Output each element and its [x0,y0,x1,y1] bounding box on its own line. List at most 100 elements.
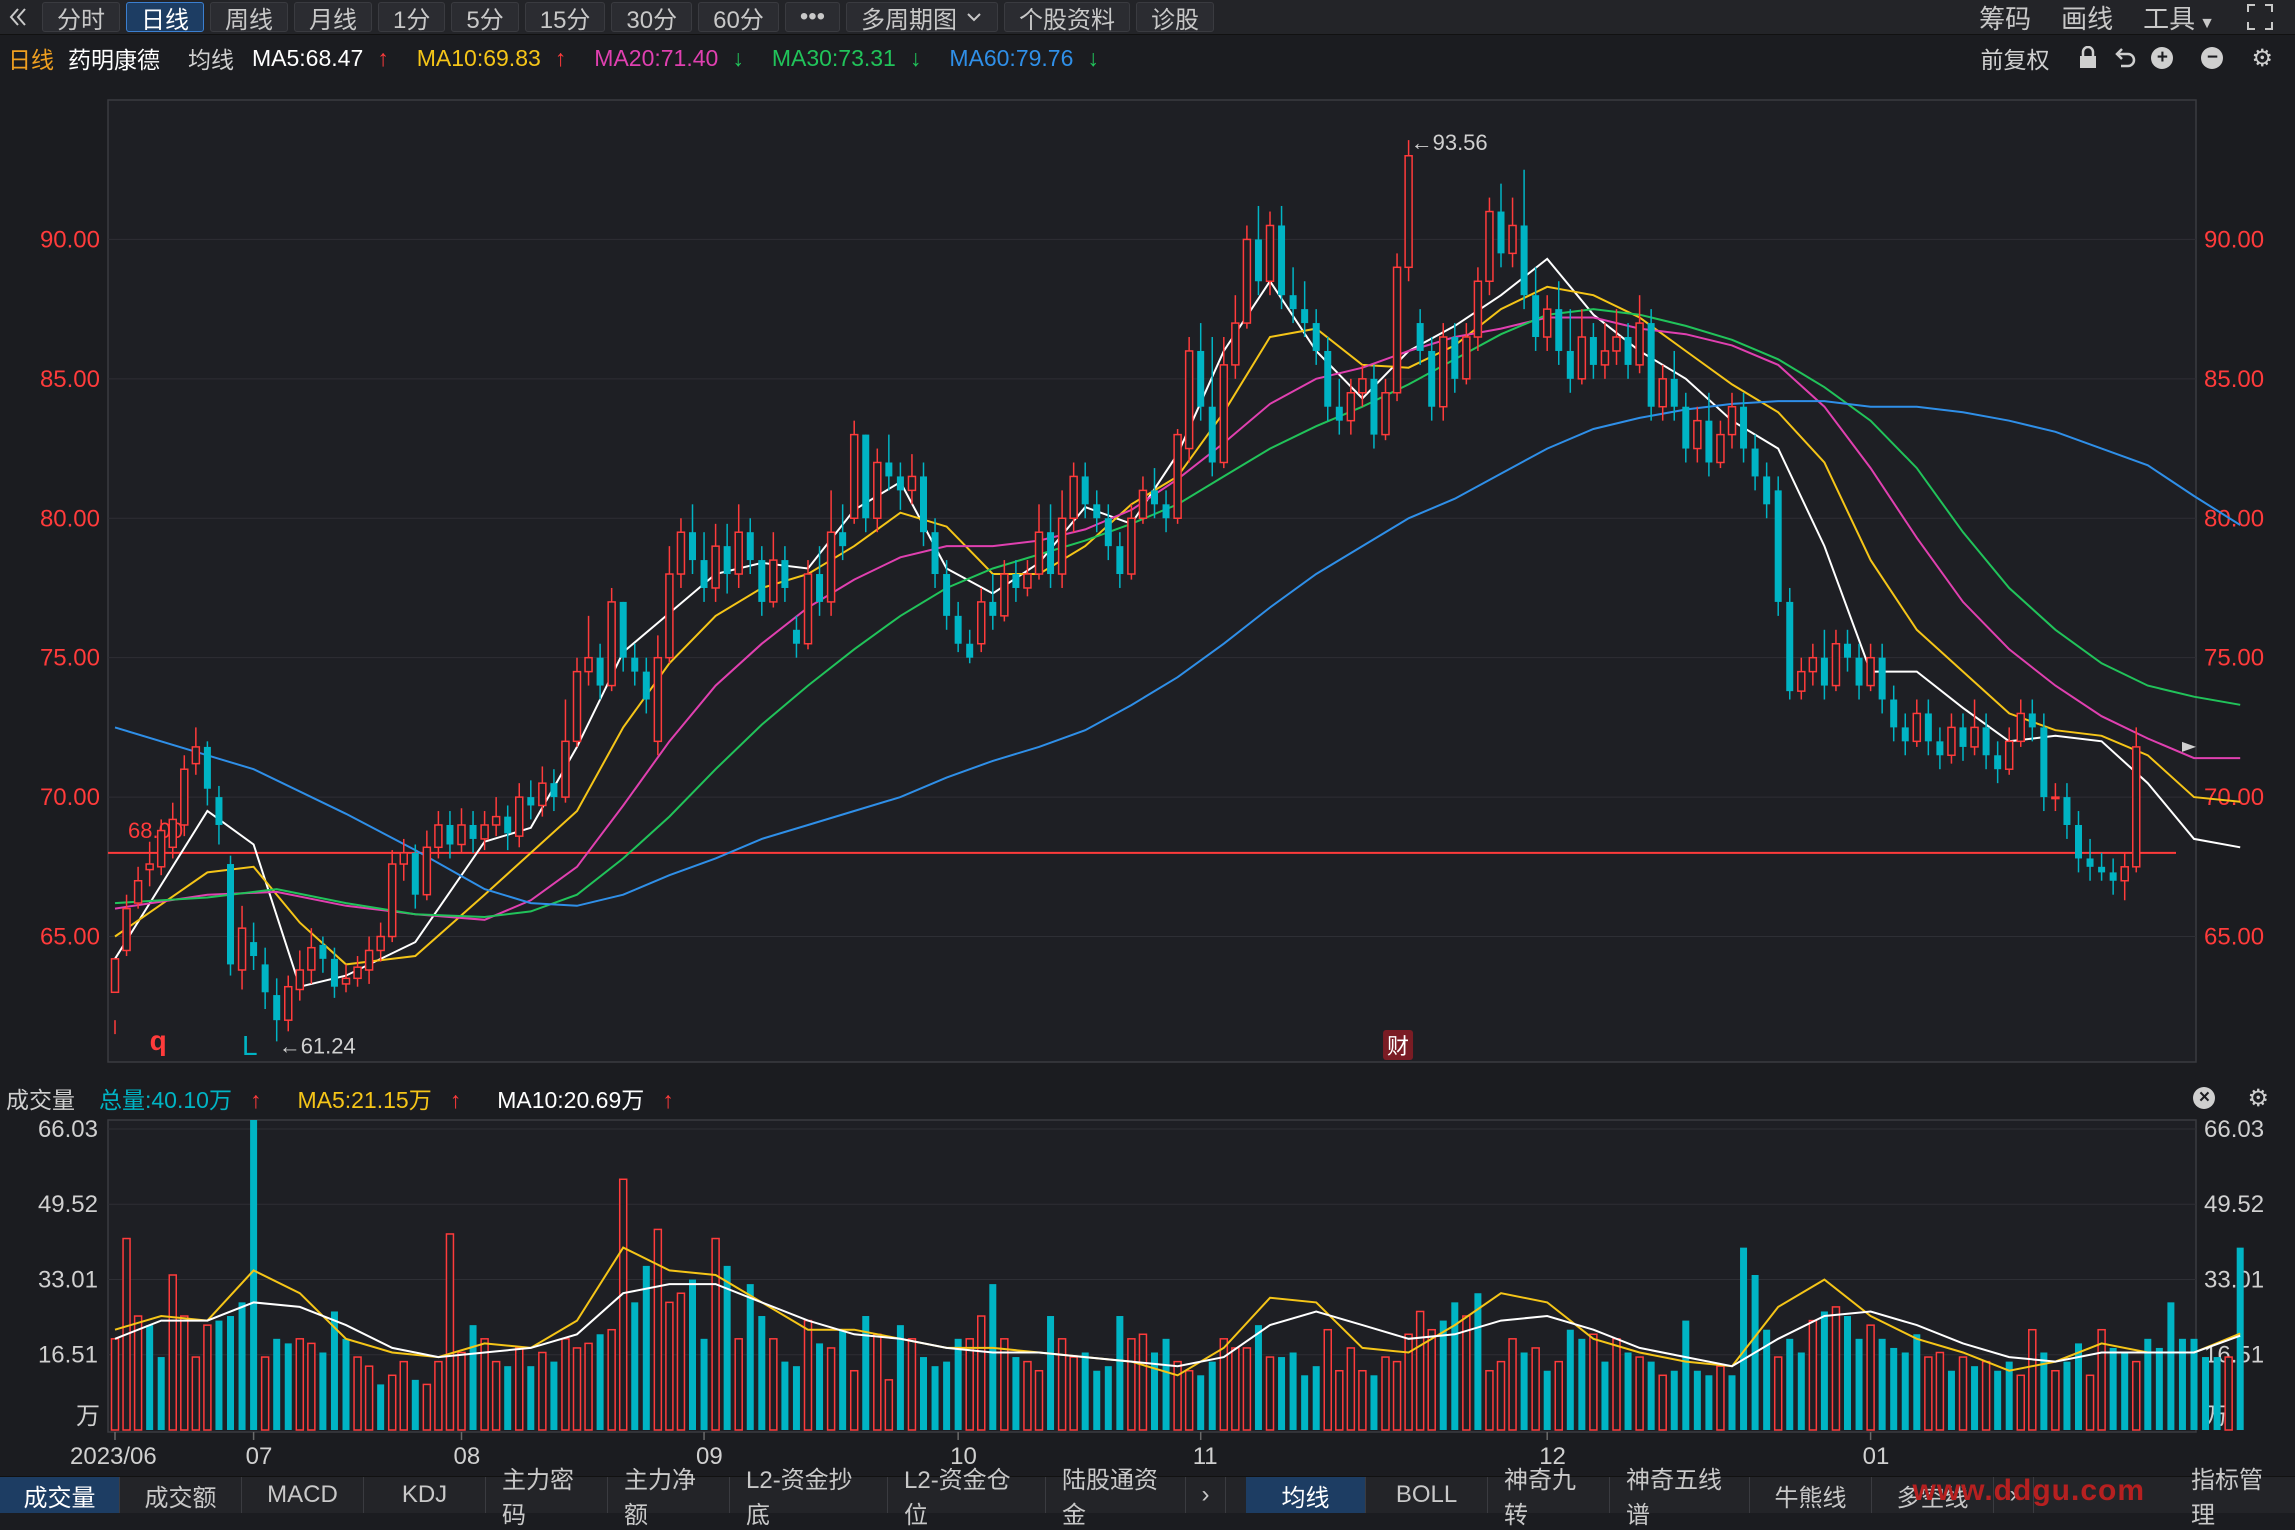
diagnose-button[interactable]: 诊股 [1136,2,1215,34]
volume-bar [618,1178,628,1431]
financial-report-marker [1383,1030,1414,1060]
tab-boll[interactable]: BOLL [1366,1477,1488,1513]
volume-bar [989,1284,997,1430]
candle-body [550,783,558,798]
zoom-in-icon[interactable]: + [2151,47,2174,69]
candle-body [1878,657,1886,700]
volume-bar [110,1338,120,1431]
ma-label[interactable]: 均线 [188,47,234,73]
candle-body [642,671,650,700]
period-tab-fenshi[interactable]: 分时 [42,2,120,34]
period-tab-15min[interactable]: 15分 [524,2,606,34]
tab-main-code[interactable]: 主力密码 [486,1467,608,1529]
candle-body [1231,322,1240,366]
indicator-manage-button[interactable]: 指标管理 [2191,1467,2263,1529]
candle-body [1751,448,1759,477]
candle-body [1312,323,1320,351]
tab-main-net[interactable]: 主力净额 [608,1467,730,1529]
tab-turnover[interactable]: 成交额 [120,1477,242,1513]
period-tab-weekly[interactable]: 周线 [210,2,288,34]
volume-bar [746,1284,754,1430]
candle-body [2132,746,2141,868]
adjust-mode-button[interactable]: 前复权 [1980,47,2050,73]
candle-body [364,949,374,971]
tab-magic-five[interactable]: 神奇五线谱 [1610,1467,1750,1529]
volume-bar [572,1347,582,1431]
period-tab-60min[interactable]: 60分 [698,2,779,34]
period-tab-monthly[interactable]: 月线 [294,2,372,34]
ma10-line [114,285,2241,966]
tab-bull-bear[interactable]: 牛熊线 [1750,1477,1872,1513]
candle-body [2004,740,2014,770]
volume-bar [1301,1375,1309,1430]
multi-period-dropdown[interactable]: 多周期图 [846,2,999,34]
volume-bar [411,1379,419,1430]
volume-bar [1069,1356,1078,1431]
price-tick-left: 65.00 [40,924,100,951]
chip-button[interactable]: 筹码 [1979,3,2032,34]
candle-body [1173,433,1182,520]
price-tick-right: 85.00 [2204,366,2264,393]
tab-l2-bottom[interactable]: L2-资金抄底 [730,1467,888,1529]
volume-bar [1831,1306,1841,1431]
candle-body [1831,642,1841,687]
back-icon[interactable] [0,2,36,32]
volume-bar [2213,1357,2221,1430]
tab-macd[interactable]: MACD [242,1477,364,1513]
tab-long-short[interactable]: 多空线 [1872,1477,1994,1513]
tab-magic-nine[interactable]: 神奇九转 [1488,1467,1610,1529]
volume-bar [238,1302,246,1430]
price-tick-left: 85.00 [40,366,100,393]
volume-bar [191,1356,201,1431]
volume-bar [1496,1360,1506,1431]
ma5-line [114,257,2241,988]
candle-body [816,574,824,602]
undo-icon[interactable] [2113,46,2137,70]
period-tab-30min[interactable]: 30分 [611,2,693,34]
stock-profile-button[interactable]: 个股资料 [1004,2,1131,34]
volume-bar [1958,1356,1968,1431]
candle-body [295,969,305,991]
price-tick-right: 80.00 [2204,505,2264,532]
chevron-right-icon-2[interactable]: › [1994,1477,2034,1513]
volume-bar [168,1274,177,1431]
indicator-settings-icon[interactable]: ⚙ [2247,1084,2269,1112]
tools-dropdown[interactable]: 工具 ▼ [2143,0,2215,36]
volume-tick-left: 49.52 [38,1191,98,1218]
chevron-right-icon[interactable]: › [1186,1477,1226,1513]
volume-bar [1254,1325,1262,1430]
lock-icon[interactable] [2077,46,2099,70]
settings-gear-icon[interactable]: ⚙ [2251,44,2273,72]
candle-body [1947,726,1956,757]
candle-body [1301,309,1309,324]
volume-title[interactable]: 成交量 [6,1087,75,1113]
volume-bar [2085,1374,2095,1431]
tab-northbound[interactable]: 陆股通资金 [1046,1467,1186,1529]
signal-marker-q: q [150,1025,167,1056]
zoom-out-icon[interactable]: − [2201,47,2224,69]
candle-body [215,797,223,825]
volume-bar [133,1315,143,1431]
volume-bar [1265,1356,1275,1431]
period-tab-daily[interactable]: 日线 [126,2,204,34]
volume-bar [781,1361,789,1430]
tab-kdj[interactable]: KDJ [364,1477,486,1513]
tab-ma[interactable]: 均线 [1246,1477,1366,1513]
candle-body [180,768,189,826]
volume-bar [227,1316,234,1430]
draw-line-button[interactable]: 画线 [2061,3,2114,34]
tab-volume[interactable]: 成交量 [0,1477,120,1513]
close-indicator-icon[interactable]: × [2193,1087,2216,1109]
volume-bar [920,1357,927,1430]
ma60-value: MA60:79.76 ↓ [949,44,1099,71]
fullscreen-icon[interactable] [2245,2,2275,32]
volume-bar [1370,1375,1378,1430]
tab-l2-position[interactable]: L2-资金仓位 [888,1467,1046,1529]
more-periods-button[interactable]: ••• [784,2,841,32]
volume-bar [2202,1357,2210,1430]
period-tab-5min[interactable]: 5分 [451,2,519,34]
volume-bar [1612,1338,1621,1431]
candle-body [1047,532,1055,575]
period-tab-1min[interactable]: 1分 [378,2,446,34]
